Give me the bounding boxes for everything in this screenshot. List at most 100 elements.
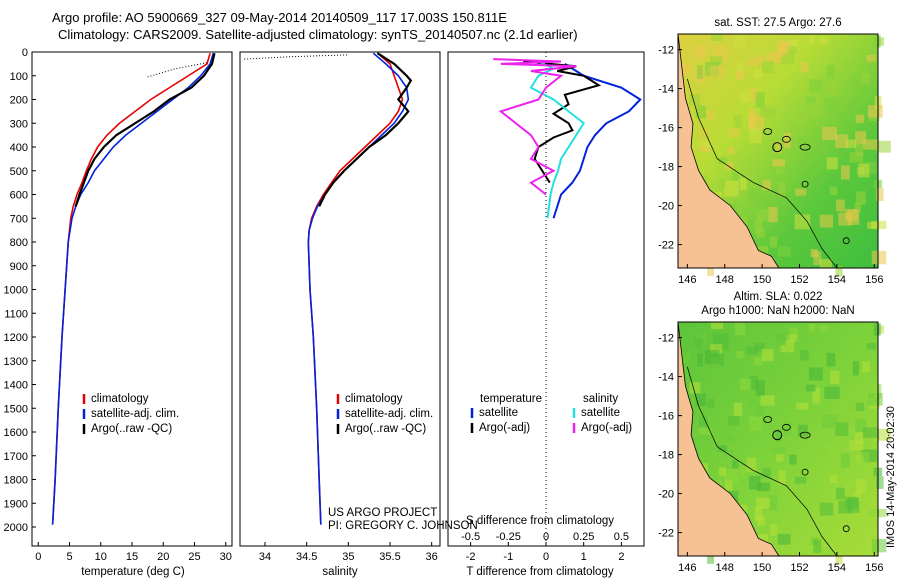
project-credit: US ARGO PROJECT [328,507,437,519]
map-patch [796,402,809,410]
map-patch [813,539,822,554]
argo-raw-dots [147,62,208,78]
map-patch [698,128,708,139]
argo-float-marker [772,430,783,441]
y-tick-label: -12 [658,333,674,345]
map-patch [756,482,771,492]
x-tick-label-salinity: 0.5 [614,531,629,543]
map-patch [854,490,862,501]
map-patch [855,131,867,145]
map-patch [745,346,759,355]
map-patch [786,334,797,342]
y-tick-label: 1000 [4,285,28,297]
map-patch [873,35,881,48]
map-patch [694,50,703,60]
x-tick-label: 36 [426,551,438,563]
map-patch [871,250,887,265]
map-patch [852,73,859,88]
map-patch [746,457,757,473]
map-patch [777,246,791,257]
reef-outline [842,237,850,245]
x-tick-label-salinity: -0.5 [461,531,480,543]
map-patch [710,322,724,330]
x-axis-label-salinity: S difference from climatology [466,515,614,527]
map-patch [723,468,739,485]
y-tick-label: 2000 [4,522,28,534]
depth-contour [687,78,838,269]
climatology-title: Climatology: CARS2009. Satellite-adjuste… [58,27,578,42]
map-patch [754,219,763,234]
map-patch [819,325,828,333]
x-tick-label: 154 [828,274,846,286]
x-tick-label-salinity: -0.25 [496,531,521,543]
legend-label: satellite [479,407,518,419]
map-patch [680,352,691,364]
map-patch [680,64,691,76]
map-patch [766,339,782,352]
map-patch [830,82,840,96]
y-tick-label: 800 [10,237,28,249]
map-patch [694,338,703,348]
map-patch [855,419,867,433]
map-patch [733,114,743,129]
x-tick-label: -2 [466,551,476,563]
map-patch [876,188,884,201]
map-patch [748,188,761,202]
map-patch [783,420,791,436]
argo-float-marker [772,142,783,153]
map-patch [710,353,725,366]
map-patch [760,107,775,118]
y-tick-label: -16 [658,411,674,423]
map-patch [745,58,759,67]
map-patch [876,476,884,489]
map-patch [824,98,840,111]
map-patch [819,214,834,228]
map-title: Altim. SLA: 0.022 [734,291,823,303]
y-tick-label: 600 [10,190,28,202]
map-patch [776,453,784,462]
map-patch [777,534,791,545]
map-patch [854,144,864,157]
y-tick-label: 200 [10,95,28,107]
x-tick-label: -1 [503,551,513,563]
map-patch [689,382,701,394]
y-tick-label: -22 [658,528,674,540]
legend-label: Argo(..raw -QC) [91,423,172,435]
map-patch [695,393,706,407]
map-patch [732,172,739,181]
x-tick-label: 156 [865,274,883,286]
y-tick-label: 1600 [4,427,28,439]
map-patch [829,474,838,483]
map-patch [756,209,771,221]
map-patch [840,453,850,468]
map-patch [778,182,786,198]
map-patch [819,547,832,557]
map-patch [783,132,791,148]
map-patch [723,180,739,197]
map-patch [739,378,751,391]
legend-label: Argo(..raw -QC) [345,423,426,435]
map-patch [786,46,797,54]
map-patch [805,384,816,392]
map-patch [854,202,862,213]
map-patch [754,343,766,352]
map-patch [795,476,807,484]
map-patch [819,37,828,45]
legend-label: Argo(-adj) [479,422,530,434]
map-patch [812,387,821,404]
map-patch [725,191,733,203]
map-patch [748,476,761,490]
y-tick-label: 700 [10,213,28,225]
x-tick-label: 15 [126,551,138,563]
reef-outline [799,431,811,439]
map-patch [727,147,735,155]
legend-label: climatology [345,393,403,405]
map-patch [710,65,725,78]
map-patch [753,68,764,78]
timestamp-label: IMOS 14-May-2014 20:02:30 [885,406,897,548]
map-patch [835,265,843,277]
map-patch [762,467,771,479]
x-tick-label: 10 [95,551,107,563]
map-patch [710,56,723,66]
map-patch [707,549,714,564]
